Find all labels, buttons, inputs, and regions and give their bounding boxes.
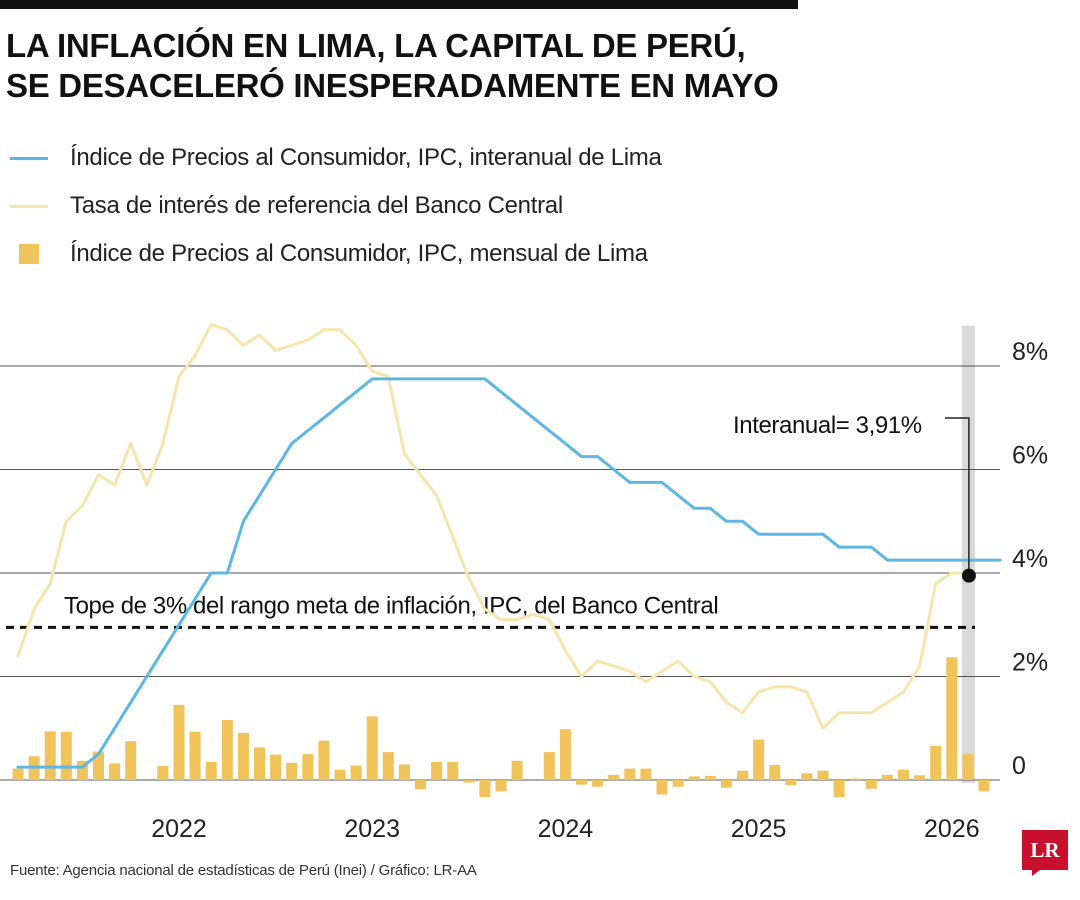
monthly-bar: [398, 764, 410, 780]
monthly-bar: [60, 731, 72, 780]
monthly-bar: [785, 780, 797, 786]
monthly-bar: [704, 775, 716, 780]
monthly-bar: [12, 768, 24, 780]
inflation-chart: 0 2% 4% 6% 8% Tope de 3% del rango meta de in…: [0, 323, 1048, 843]
monthly-bar: [157, 766, 169, 780]
monthly-bar: [173, 704, 185, 780]
monthly-bar: [559, 729, 571, 780]
logo-text: LR: [1030, 838, 1060, 862]
monthly-bar: [382, 752, 394, 780]
monthly-bar: [833, 780, 845, 798]
y-tick-label: 6%: [1012, 442, 1048, 470]
y-tick-label: 4%: [1012, 545, 1048, 573]
monthly-bar: [125, 741, 137, 780]
monthly-bar: [511, 760, 523, 780]
monthly-bar: [286, 762, 298, 780]
monthly-bar: [76, 760, 88, 780]
monthly-bar: [672, 780, 684, 787]
monthly-bar: [640, 768, 652, 780]
source-note: Fuente: Agencia nacional de estadísticas…: [10, 862, 477, 879]
chart-title: LA INFLACIÓN EN LIMA, LA CAPITAL DE PERÚ…: [6, 26, 906, 106]
monthly-bar: [254, 747, 265, 780]
monthly-bar: [109, 763, 121, 780]
y-tick-label: 2%: [1012, 649, 1048, 677]
legend-label-tasa: Tasa de interés de referencia del Banco …: [70, 192, 563, 219]
monthly-bar: [221, 719, 233, 780]
tasa-line: [16, 323, 970, 730]
annotation-dot: [961, 568, 976, 583]
x-tick-label: 2024: [538, 815, 594, 843]
monthly-bar: [930, 745, 942, 780]
monthly-bar: [93, 751, 104, 780]
monthly-bar: [463, 780, 475, 783]
monthly-bar: [479, 780, 491, 798]
monthly-bar: [44, 731, 56, 780]
monthly-bar: [849, 778, 861, 780]
y-tick-label: 8%: [1012, 338, 1048, 366]
threshold-label: Tope de 3% del rango meta de inflación, …: [64, 592, 718, 619]
monthly-bar: [431, 761, 443, 780]
monthly-bar: [447, 761, 459, 780]
legend-label-interanual: Índice de Precios al Consumidor, IPC, in…: [70, 144, 662, 171]
x-tick-label: 2025: [731, 815, 787, 843]
monthly-bar: [720, 780, 732, 788]
monthly-bar: [366, 716, 378, 780]
interanual-line: [16, 377, 1002, 769]
monthly-bar: [865, 780, 877, 789]
legend-item-interanual: Índice de Precios al Consumidor, IPC, in…: [10, 134, 910, 182]
monthly-bar: [237, 732, 249, 780]
monthly-bar: [656, 780, 668, 795]
monthly-bar: [334, 769, 346, 780]
monthly-bar: [801, 773, 813, 780]
title-line-2: SE DESACELERÓ INESPERADAMENTE EN MAYO: [6, 67, 779, 104]
x-tick-label: 2026: [924, 815, 980, 843]
monthly-bar: [270, 754, 282, 780]
monthly-bar: [495, 780, 507, 792]
legend-swatch-interanual: [10, 156, 48, 160]
monthly-bar: [898, 769, 909, 780]
monthly-bar: [737, 770, 748, 780]
monthly-bar: [189, 731, 201, 780]
y-tick-label: 0: [1012, 752, 1026, 780]
monthly-bar: [881, 774, 893, 780]
monthly-bar: [914, 775, 926, 780]
monthly-bar: [769, 764, 781, 780]
monthly-bar: [978, 780, 990, 792]
monthly-bar: [302, 754, 314, 780]
x-tick-label: 2023: [344, 815, 400, 843]
title-line-1: LA INFLACIÓN EN LIMA, LA CAPITAL DE PERÚ…: [6, 27, 746, 64]
monthly-bar: [543, 752, 555, 780]
legend-swatch-tasa: [10, 204, 48, 208]
monthly-bar: [592, 780, 604, 787]
legend-label-mensual: Índice de Precios al Consumidor, IPC, me…: [70, 240, 648, 267]
monthly-bar: [318, 740, 330, 780]
legend-swatch-mensual: [19, 244, 39, 264]
monthly-bar: [817, 770, 829, 780]
monthly-bar: [608, 774, 620, 780]
legend-item-tasa: Tasa de interés de referencia del Banco …: [10, 182, 910, 230]
monthly-bar: [624, 768, 636, 780]
monthly-bar: [350, 765, 362, 780]
monthly-bar: [415, 780, 426, 790]
monthly-bar: [576, 780, 587, 785]
monthly-bar: [688, 776, 700, 780]
legend: Índice de Precios al Consumidor, IPC, in…: [10, 134, 910, 278]
monthly-bar: [753, 739, 765, 780]
monthly-bar: [205, 761, 217, 780]
annotation-label: Interanual= 3,91%: [733, 412, 922, 439]
annotation-leader: [945, 417, 970, 576]
x-tick-label: 2022: [151, 815, 207, 843]
legend-item-mensual: Índice de Precios al Consumidor, IPC, me…: [10, 230, 910, 278]
monthly-bar: [962, 754, 974, 780]
lr-logo: LR: [1022, 830, 1068, 876]
top-rule: [0, 0, 798, 9]
monthly-bar: [946, 657, 958, 780]
